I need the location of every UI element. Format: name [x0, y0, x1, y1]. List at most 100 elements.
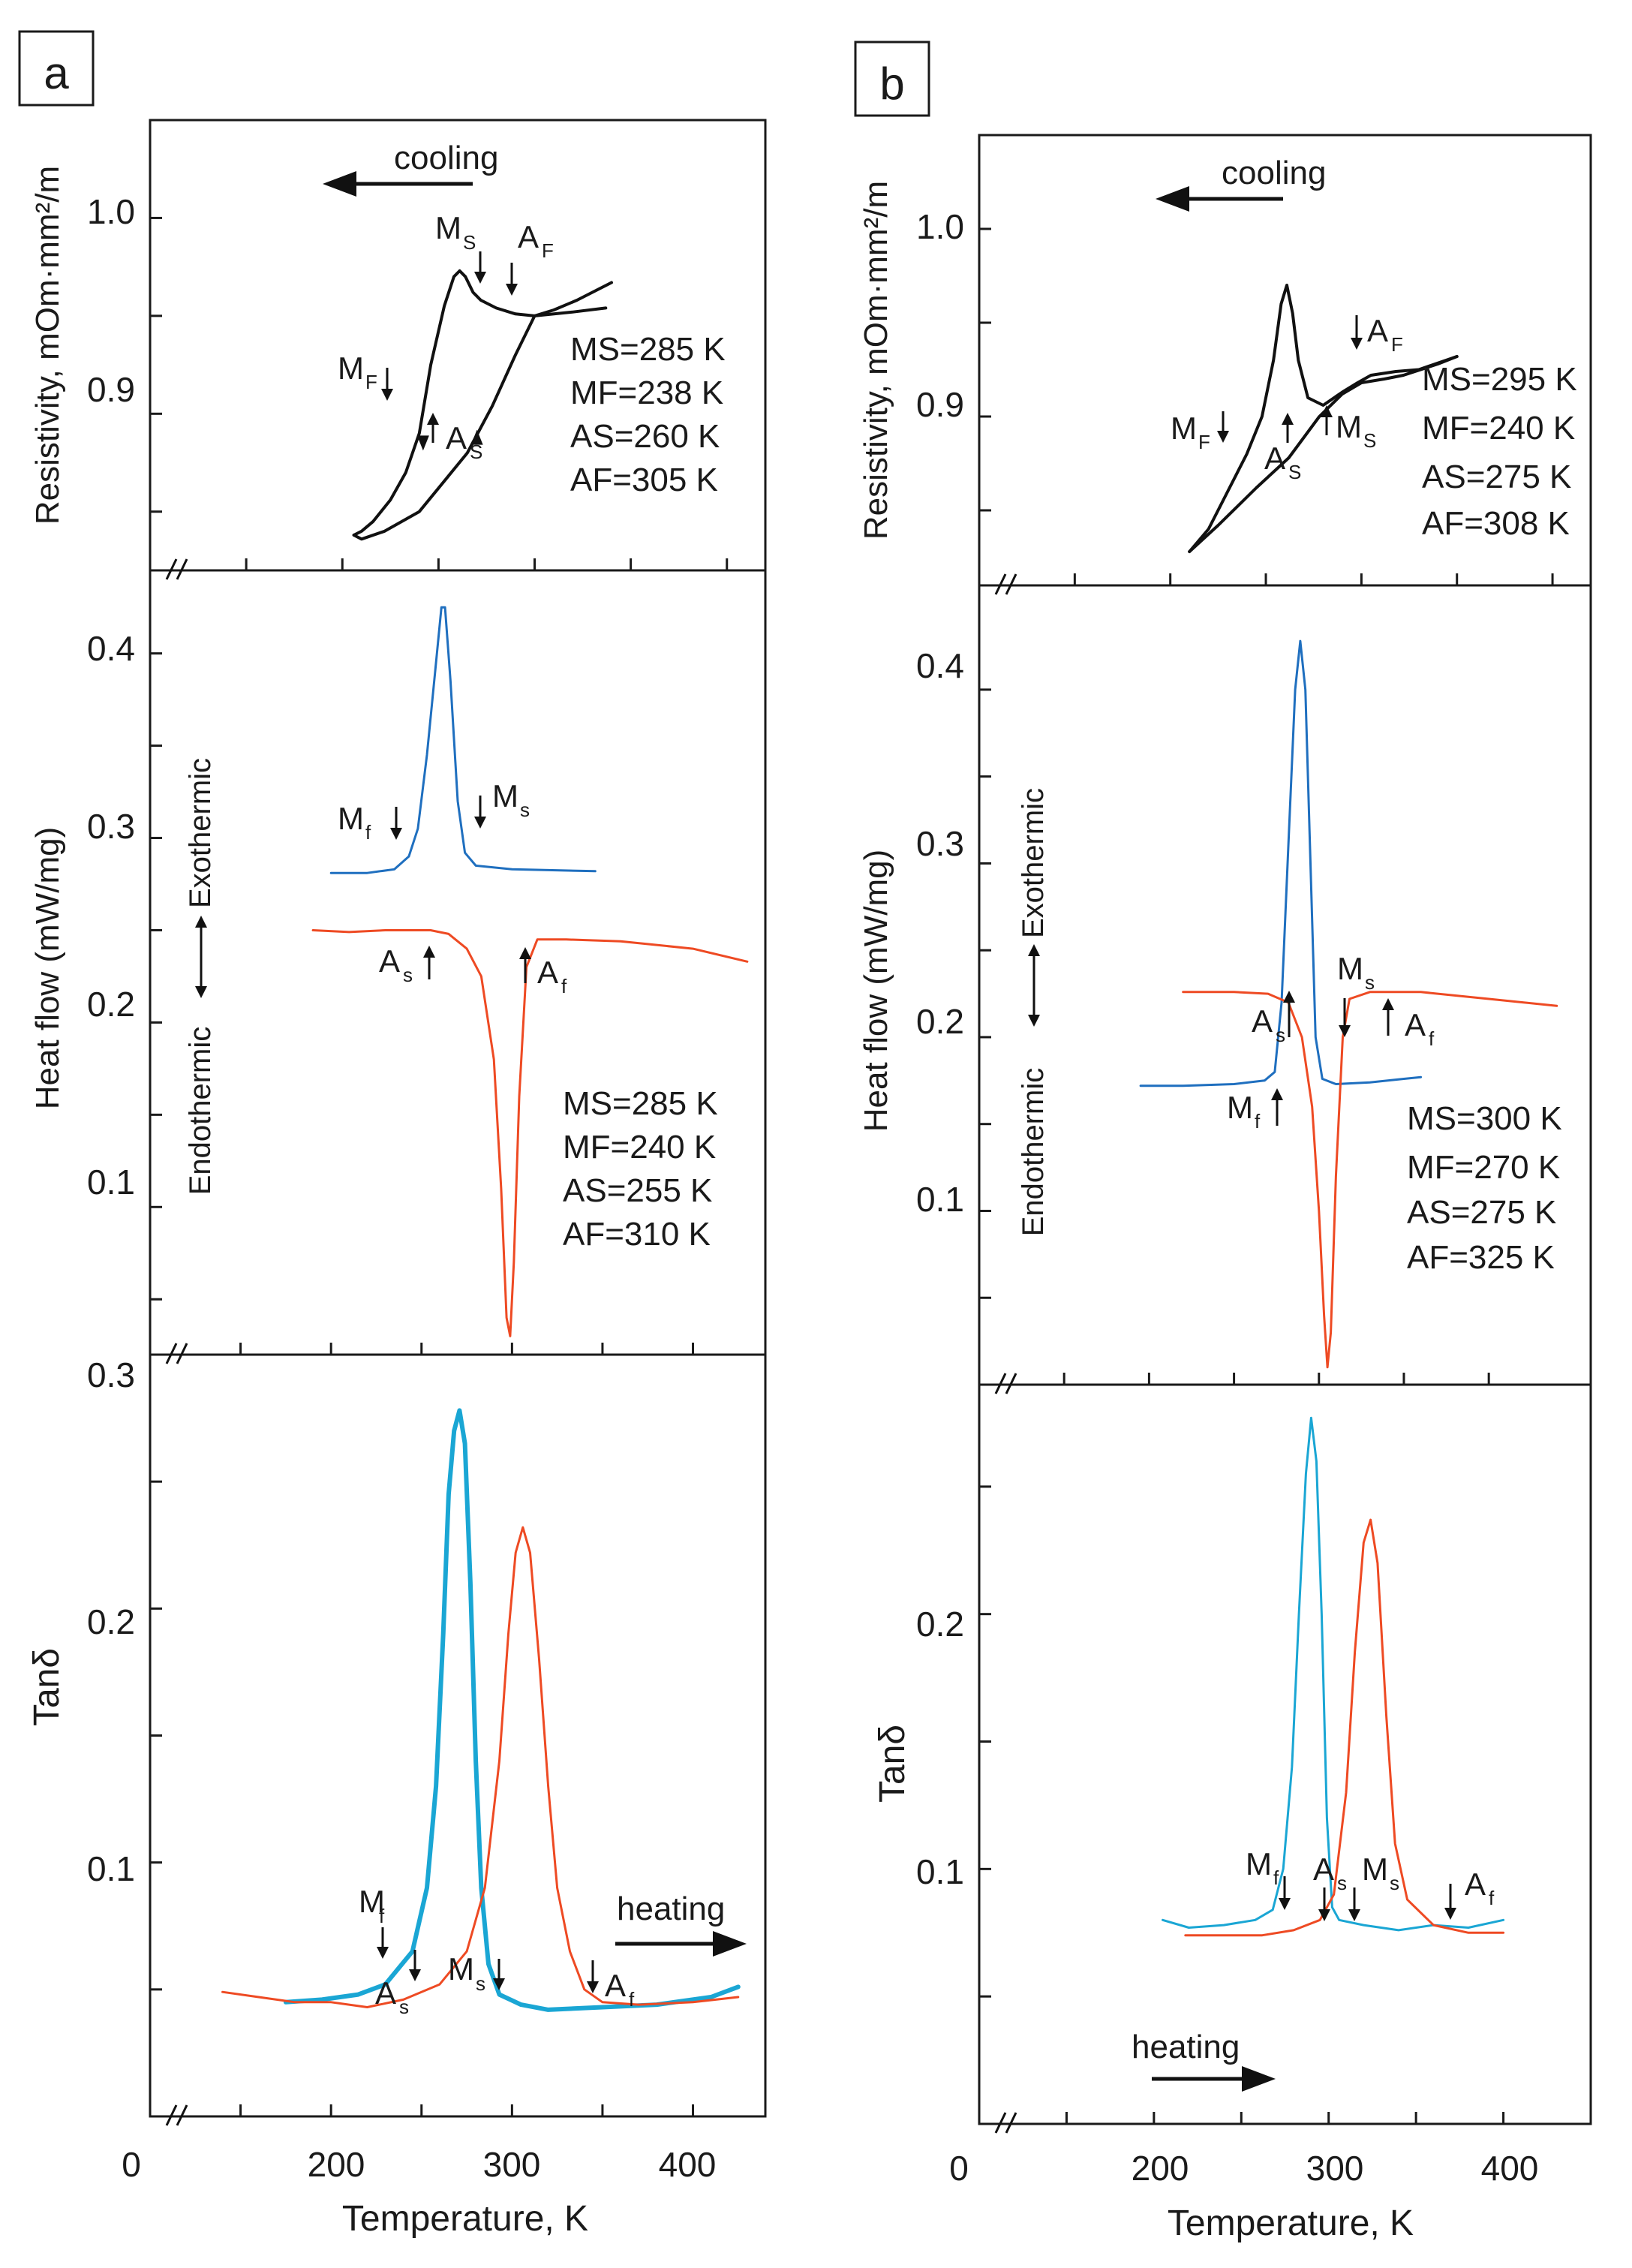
ytick-label-b-td-3: 0: [949, 2149, 969, 2188]
params-a-resistivity: MS=285 K MF=238 K AS=260 K AF=305 K: [570, 331, 726, 498]
param-b-res-3: AS=275 K: [1422, 459, 1571, 495]
panel-label-box-b: [854, 41, 930, 117]
marker-b-td-as-main: A: [1313, 1851, 1334, 1887]
plot-a-heatflow: [150, 606, 749, 1355]
marker-b-res-mf-sub: F: [1198, 431, 1210, 453]
param-b-hf-4: AF=325 K: [1407, 1239, 1555, 1276]
marker-b-td-as-sub: s: [1337, 1872, 1347, 1894]
marker-b-hf-af-main: A: [1405, 1007, 1426, 1042]
ytick-label-b-td-2: 0.1: [916, 1852, 964, 1891]
marker-a-td-ms-main: M: [448, 1951, 474, 1987]
marker-b-hf-as: A s: [1252, 991, 1295, 1046]
ytick-label-b-res-2: 0.9: [916, 385, 964, 424]
endo-label-a: Endothermic: [184, 1027, 217, 1196]
marker-a-td-af: A f: [587, 1960, 635, 2011]
cooling-label-a: cooling: [394, 140, 498, 176]
param-a-hf-3: AS=255 K: [563, 1172, 712, 1209]
plot-frame-b-tand: [978, 1383, 1592, 2125]
marker-a-res-af: A F: [506, 219, 554, 296]
ytick-label-a-hf-2: 0.3: [87, 807, 135, 846]
marker-a-td-mf-sub: f: [379, 1905, 385, 1927]
marker-a-res-af-sub: F: [542, 239, 554, 262]
marker-a-td-as: A s: [375, 1950, 421, 2018]
panel-a: a Resistivity, mOm·mm²/m 1.0 0.9 cooling…: [18, 30, 767, 2239]
ytick-label-a-hf-4: 0.1: [87, 1163, 135, 1202]
marker-b-hf-as-sub: s: [1276, 1024, 1285, 1046]
endo-exo-arrow-a: [195, 916, 207, 998]
ylabel-b-resistivity: Resistivity, mOm·mm²/m: [858, 181, 894, 540]
marker-b-res-ms-main: M: [1336, 409, 1362, 444]
series-a-heatflow-0: [329, 606, 597, 874]
ytick-label-a-td-4: 0: [122, 2145, 141, 2184]
marker-a-res-ms-main: M: [435, 210, 461, 245]
marker-b-td-af: A f: [1444, 1866, 1495, 1920]
params-b-resistivity: MS=295 K MF=240 K AS=275 K AF=308 K: [1422, 361, 1577, 542]
ytick-label-a-td-3: 0.1: [87, 1849, 135, 1888]
param-b-res-1: MS=295 K: [1422, 361, 1577, 398]
marker-b-td-mf-sub: f: [1273, 1866, 1279, 1889]
panel-label-box-a: [18, 30, 95, 107]
axis-break-marks-b: [994, 573, 1017, 2134]
marker-b-res-af-sub: F: [1391, 333, 1403, 356]
marker-a-td-af-sub: f: [629, 1988, 635, 2011]
ytick-label-b-hf-3: 0.2: [916, 1002, 964, 1041]
series-a-tand-1: [221, 1526, 740, 2008]
marker-a-hf-as: A s: [379, 943, 435, 986]
heating-arrow-b: [1152, 2066, 1276, 2092]
marker-b-hf-mf-sub: f: [1255, 1110, 1261, 1132]
marker-a-hf-as-sub: s: [403, 964, 413, 986]
endo-exo-arrow-b: [1028, 944, 1040, 1027]
marker-a-td-as-main: A: [375, 1975, 396, 2011]
marker-b-td-ms-sub: s: [1390, 1872, 1399, 1894]
marker-a-td-mf-main: M: [359, 1884, 385, 1919]
marker-b-res-ms: M S: [1321, 405, 1376, 452]
ytick-label-a-td-1: 0.3: [87, 1355, 135, 1394]
marker-b-hf-ms-sub: s: [1365, 971, 1375, 994]
xtick-label-b-1: 200: [1132, 2149, 1189, 2188]
marker-b-hf-mf-main: M: [1227, 1090, 1253, 1125]
curve-arrow-a-res-1: [470, 429, 483, 445]
plot-b-heatflow: [979, 639, 1558, 1385]
ytick-label-b-res-1: 1.0: [916, 207, 964, 246]
marker-b-td-mf-main: M: [1246, 1846, 1272, 1881]
param-a-hf-4: AF=310 K: [563, 1216, 711, 1253]
marker-b-td-af-sub: f: [1489, 1887, 1495, 1909]
marker-a-res-as-sub: S: [470, 441, 482, 463]
panel-label-a: a: [44, 48, 69, 98]
marker-b-td-ms-main: M: [1362, 1851, 1388, 1887]
marker-b-hf-af: A f: [1382, 998, 1435, 1050]
marker-b-res-as: A S: [1264, 413, 1301, 483]
marker-b-td-ms: M s: [1348, 1851, 1399, 1921]
series-b-resistivity-0: [1188, 284, 1459, 553]
xtick-label-a-3: 400: [659, 2145, 717, 2184]
param-a-res-4: AF=305 K: [570, 462, 718, 498]
series-a-heatflow-1: [311, 929, 749, 1337]
ylabel-a-heatflow: Heat flow (mW/mg): [29, 827, 66, 1109]
plot-a-tand: [150, 1353, 741, 2116]
marker-b-res-af: A F: [1351, 313, 1403, 356]
exo-label-b: Exothermic: [1017, 788, 1050, 938]
xtick-label-a-2: 300: [483, 2145, 541, 2184]
marker-a-hf-as-main: A: [379, 943, 400, 979]
param-b-hf-3: AS=275 K: [1407, 1194, 1556, 1231]
ytick-label-b-td-1: 0.2: [916, 1605, 964, 1644]
marker-a-hf-mf: M f: [338, 801, 402, 844]
series-a-tand-0: [283, 1408, 741, 2012]
marker-a-res-mf-sub: F: [365, 371, 377, 393]
param-a-hf-1: MS=285 K: [563, 1085, 718, 1122]
xtick-label-b-3: 400: [1481, 2149, 1539, 2188]
exo-label-a: Exothermic: [184, 758, 217, 908]
ytick-label-b-hf-1: 0.4: [916, 646, 964, 685]
ytick-label-b-hf-4: 0.1: [916, 1180, 964, 1219]
xtick-label-b-2: 300: [1306, 2149, 1364, 2188]
ytick-label-b-hf-2: 0.3: [916, 824, 964, 863]
marker-b-res-as-sub: S: [1288, 461, 1301, 483]
series-b-heatflow-1: [1182, 991, 1558, 1369]
cooling-arrow-b: [1156, 186, 1283, 212]
marker-b-hf-ms-main: M: [1337, 951, 1363, 986]
ytick-label-a-res-2: 0.9: [87, 370, 135, 409]
marker-a-td-as-sub: s: [399, 1996, 409, 2018]
marker-a-td-ms-sub: s: [476, 1972, 485, 1995]
axis-break-marks-a: [165, 558, 188, 2126]
